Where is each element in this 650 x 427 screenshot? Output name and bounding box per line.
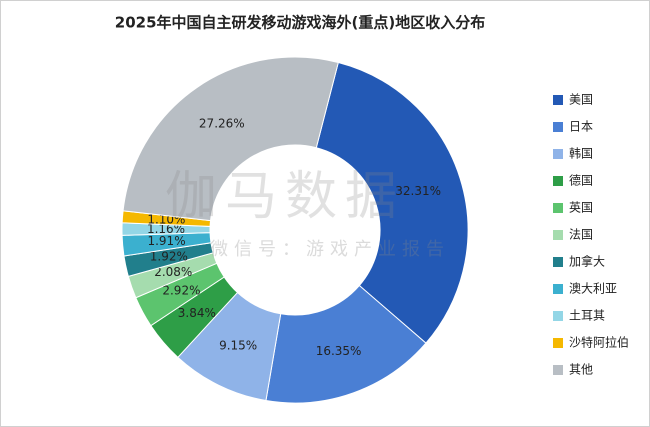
legend-swatch bbox=[553, 203, 563, 213]
legend-label: 美国 bbox=[569, 93, 593, 107]
legend-swatch bbox=[553, 176, 563, 186]
legend-swatch bbox=[553, 257, 563, 267]
chart-title: 2025年中国自主研发移动游戏海外(重点)地区收入分布 bbox=[115, 14, 485, 32]
legend-swatch bbox=[553, 122, 563, 132]
legend-label: 土耳其 bbox=[569, 309, 605, 323]
legend-label: 日本 bbox=[569, 120, 593, 134]
legend-label: 韩国 bbox=[569, 146, 593, 161]
data-label: 27.26% bbox=[199, 116, 245, 130]
legend-swatch bbox=[553, 311, 563, 321]
legend-label: 澳大利亚 bbox=[569, 282, 617, 296]
legend-swatch bbox=[553, 284, 563, 294]
legend-swatch bbox=[553, 149, 563, 159]
data-label: 2.92% bbox=[162, 284, 200, 298]
legend-swatch bbox=[553, 365, 563, 375]
data-label: 2.08% bbox=[154, 265, 192, 279]
legend-label: 沙特阿拉伯 bbox=[569, 335, 629, 350]
watermark: 伽马数据 bbox=[165, 167, 405, 227]
legend-label: 德国 bbox=[569, 173, 593, 188]
legend-label: 加拿大 bbox=[569, 254, 605, 269]
data-label: 1.91% bbox=[147, 234, 185, 248]
legend-swatch bbox=[553, 338, 563, 348]
data-label: 1.92% bbox=[150, 250, 188, 264]
legend-swatch bbox=[553, 230, 563, 240]
legend-label: 法国 bbox=[569, 228, 593, 242]
slice bbox=[122, 56, 339, 222]
slice bbox=[315, 61, 469, 344]
data-label: 32.31% bbox=[395, 184, 441, 198]
watermark-subtitle: 微信号：游戏产业报告 bbox=[210, 239, 450, 260]
data-label: 3.84% bbox=[178, 306, 216, 320]
data-label: 9.15% bbox=[219, 338, 257, 352]
legend-label: 英国 bbox=[569, 201, 593, 215]
slice bbox=[265, 284, 427, 404]
legend-swatch bbox=[553, 95, 563, 105]
data-label: 16.35% bbox=[316, 344, 362, 358]
legend-label: 其他 bbox=[569, 363, 593, 377]
